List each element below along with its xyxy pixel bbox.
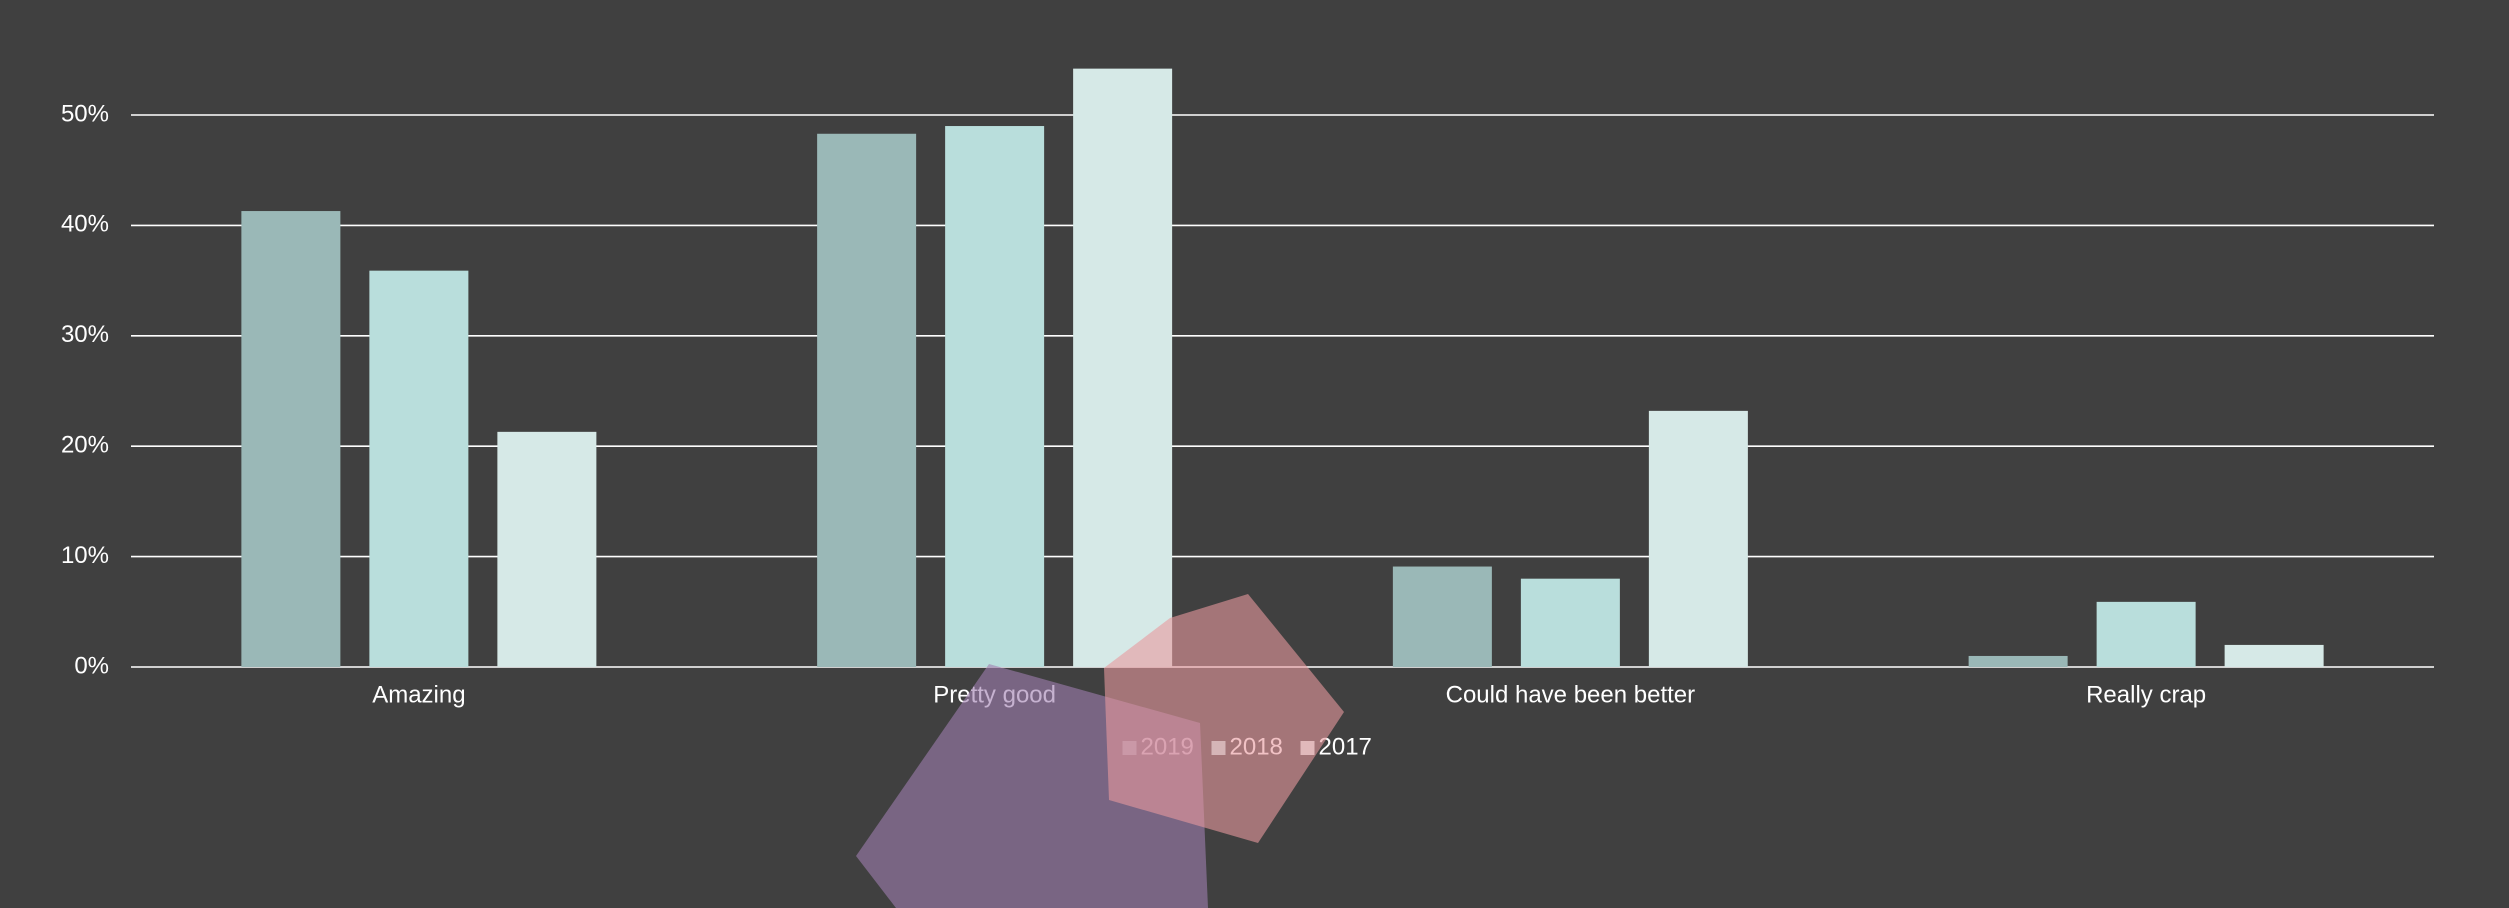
bar — [497, 431, 597, 667]
bar — [2096, 601, 2196, 667]
x-tick-label: Could have been better — [1446, 681, 1696, 708]
x-tick-label: Really crap — [2086, 681, 2206, 708]
plot: 0%10%20%30%40%50%AmazingPretty goodCould… — [61, 68, 2434, 760]
y-tick-label: 0% — [74, 652, 109, 679]
bar — [1968, 655, 2068, 667]
y-tick-label: 30% — [61, 321, 109, 348]
bar — [1520, 578, 1620, 667]
y-tick-label: 40% — [61, 211, 109, 238]
bar — [2224, 644, 2324, 667]
bar — [1073, 68, 1173, 667]
legend-label: 2017 — [1319, 733, 1372, 760]
y-tick-label: 50% — [61, 100, 109, 127]
bar — [817, 133, 917, 667]
bar — [1648, 410, 1748, 667]
y-tick-label: 10% — [61, 542, 109, 569]
bar — [945, 126, 1045, 668]
decoration — [856, 594, 1344, 908]
bar — [1392, 566, 1492, 667]
y-tick-label: 20% — [61, 432, 109, 459]
x-tick-label: Amazing — [372, 681, 465, 708]
bar — [241, 211, 341, 667]
decor-shape — [1104, 594, 1344, 843]
bar — [369, 270, 469, 667]
